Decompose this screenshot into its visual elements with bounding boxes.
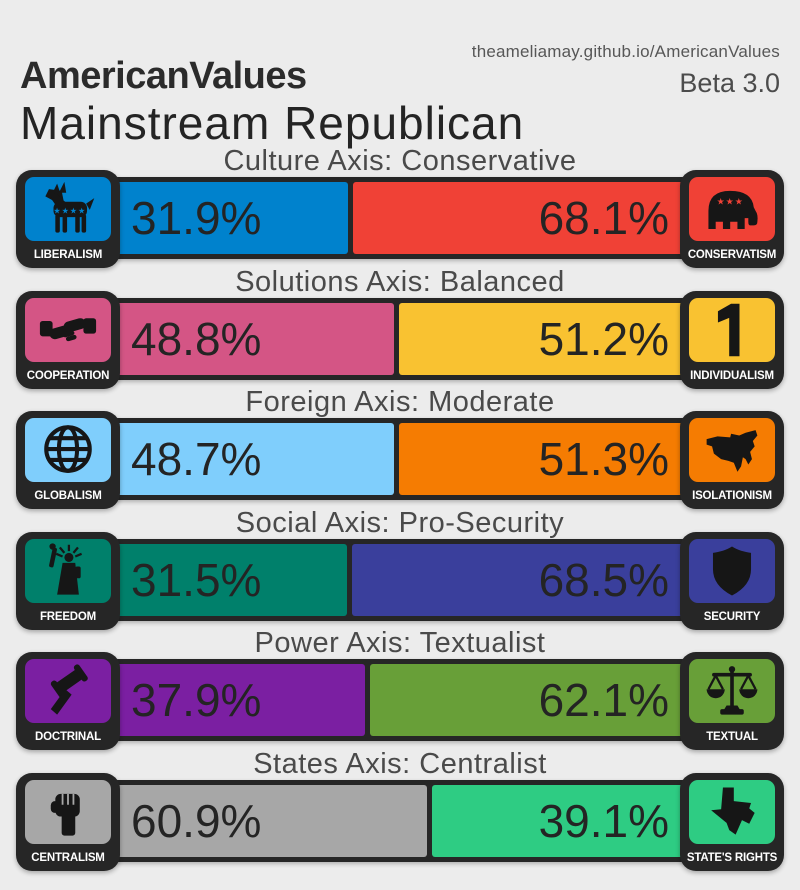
right-axis-label: STATE'S RIGHTS bbox=[686, 851, 778, 864]
axis-title: Power Axis: Textualist bbox=[254, 627, 546, 659]
axis-title: Culture Axis: Conservative bbox=[223, 145, 577, 177]
left-percent: 31.5% bbox=[131, 553, 262, 606]
left-segment: 48.8% bbox=[115, 302, 395, 375]
app-title: AmericanValues bbox=[20, 55, 307, 97]
axis-bar: 60.9% 39.1% bbox=[110, 779, 690, 862]
icon-box-individualism: INDIVIDUALISM bbox=[680, 290, 784, 389]
handshake-icon bbox=[39, 317, 97, 341]
axis-bar: 37.9% 62.1% bbox=[110, 659, 690, 741]
icon-box-textual: TEXTUAL bbox=[680, 652, 784, 750]
axis-bar: 48.7% 51.3% bbox=[110, 418, 690, 500]
axis-title: States Axis: Centralist bbox=[253, 747, 547, 780]
icon-box-security: SECURITY bbox=[680, 531, 784, 630]
right-segment: 62.1% bbox=[369, 664, 685, 736]
right-axis-label: TEXTUAL bbox=[706, 731, 758, 743]
left-segment: 31.9% bbox=[115, 182, 349, 254]
axis-row-power: Power Axis: Textualist 37.9% 62.1% bbox=[0, 627, 800, 750]
right-axis-label: CONSERVATISM bbox=[687, 249, 777, 261]
version-label: Beta 3.0 bbox=[679, 68, 780, 98]
left-segment: 31.5% bbox=[115, 543, 348, 616]
right-percent: 51.3% bbox=[538, 433, 669, 485]
numeral-one-icon bbox=[717, 303, 740, 356]
left-percent: 31.9% bbox=[131, 192, 262, 244]
site-url: theameliamay.github.io/AmericanValues bbox=[471, 42, 780, 61]
icon-box-doctrinal: DOCTRINAL bbox=[16, 652, 120, 750]
right-percent: 68.5% bbox=[538, 553, 669, 606]
usa-map-icon bbox=[706, 430, 758, 472]
icon-box-globalism: GLOBALISM bbox=[16, 411, 120, 509]
left-axis-label: COOPERATION bbox=[26, 369, 110, 382]
icon-box-conservatism: ★★★ CONSERVATISM bbox=[680, 170, 784, 268]
icon-box-freedom: FREEDOM bbox=[16, 531, 120, 630]
right-axis-label: INDIVIDUALISM bbox=[690, 369, 774, 382]
left-percent: 48.8% bbox=[131, 312, 262, 365]
statue-of-liberty-icon bbox=[49, 542, 83, 595]
scales-icon bbox=[706, 666, 758, 715]
texas-icon bbox=[711, 787, 755, 835]
right-percent: 39.1% bbox=[538, 794, 669, 847]
right-axis-label: ISOLATIONISM bbox=[692, 490, 772, 502]
axis-row-solutions: Solutions Axis: Balanced 48.8% 51.2% bbox=[0, 265, 800, 389]
page-header: theameliamay.github.io/AmericanValues Am… bbox=[0, 0, 800, 149]
axis-title: Foreign Axis: Moderate bbox=[245, 386, 555, 418]
axis-bar: 48.8% 51.2% bbox=[110, 297, 690, 380]
left-segment: 37.9% bbox=[115, 664, 365, 736]
left-axis-label: FREEDOM bbox=[39, 610, 97, 623]
axis-bar: 31.9% 68.1% bbox=[110, 177, 690, 259]
axis-row-social: Social Axis: Pro-Security 31.5% 68.5% bbox=[0, 506, 800, 630]
right-percent: 68.1% bbox=[538, 192, 669, 244]
icon-box-states-rights: STATE'S RIGHTS bbox=[680, 772, 784, 871]
raised-fist-icon bbox=[50, 793, 80, 836]
axis-title: Solutions Axis: Balanced bbox=[235, 265, 565, 298]
left-segment: 60.9% bbox=[115, 784, 428, 857]
icon-box-cooperation: COOPERATION bbox=[16, 290, 120, 389]
left-axis-label: DOCTRINAL bbox=[35, 731, 101, 743]
right-segment: 39.1% bbox=[432, 784, 685, 857]
left-axis-label: LIBERALISM bbox=[33, 249, 103, 261]
right-percent: 62.1% bbox=[538, 674, 669, 726]
right-percent: 51.2% bbox=[538, 312, 669, 365]
icon-box-liberalism: ★★★★ LIBERALISM bbox=[16, 170, 120, 268]
elephant-icon: ★★★ bbox=[708, 190, 758, 229]
left-segment: 48.7% bbox=[115, 423, 394, 495]
left-axis-label: CENTRALISM bbox=[31, 851, 105, 864]
svg-text:★★★: ★★★ bbox=[717, 197, 744, 207]
axis-row-states: States Axis: Centralist 60.9% 39.1% bbox=[0, 747, 800, 871]
result-title: Mainstream Republican bbox=[20, 97, 525, 149]
left-percent: 37.9% bbox=[131, 674, 262, 726]
right-axis-label: SECURITY bbox=[703, 610, 761, 623]
globe-icon bbox=[44, 425, 92, 473]
axis-title: Social Axis: Pro-Security bbox=[235, 506, 565, 539]
right-segment: 51.3% bbox=[398, 423, 685, 495]
right-segment: 68.5% bbox=[352, 543, 685, 616]
axis-row-culture: Culture Axis: Conservative 31.9% 68.1% bbox=[0, 145, 800, 268]
donkey-icon: ★★★★ bbox=[45, 181, 95, 233]
right-segment: 51.2% bbox=[399, 302, 685, 375]
shield-icon bbox=[712, 546, 752, 595]
right-segment: 68.1% bbox=[353, 182, 685, 254]
left-percent: 60.9% bbox=[131, 794, 262, 847]
axis-bar: 31.5% 68.5% bbox=[110, 538, 690, 621]
left-percent: 48.7% bbox=[131, 433, 262, 485]
axes-list: Culture Axis: Conservative 31.9% 68.1% bbox=[0, 145, 800, 871]
left-axis-label: GLOBALISM bbox=[34, 490, 102, 502]
svg-text:★★★★: ★★★★ bbox=[53, 206, 86, 216]
axis-row-foreign: Foreign Axis: Moderate 48.7% 51.3% bbox=[0, 386, 800, 509]
icon-box-centralism: CENTRALISM bbox=[16, 772, 120, 871]
icon-box-isolationism: ISOLATIONISM bbox=[680, 411, 784, 509]
gavel-icon bbox=[50, 664, 88, 715]
